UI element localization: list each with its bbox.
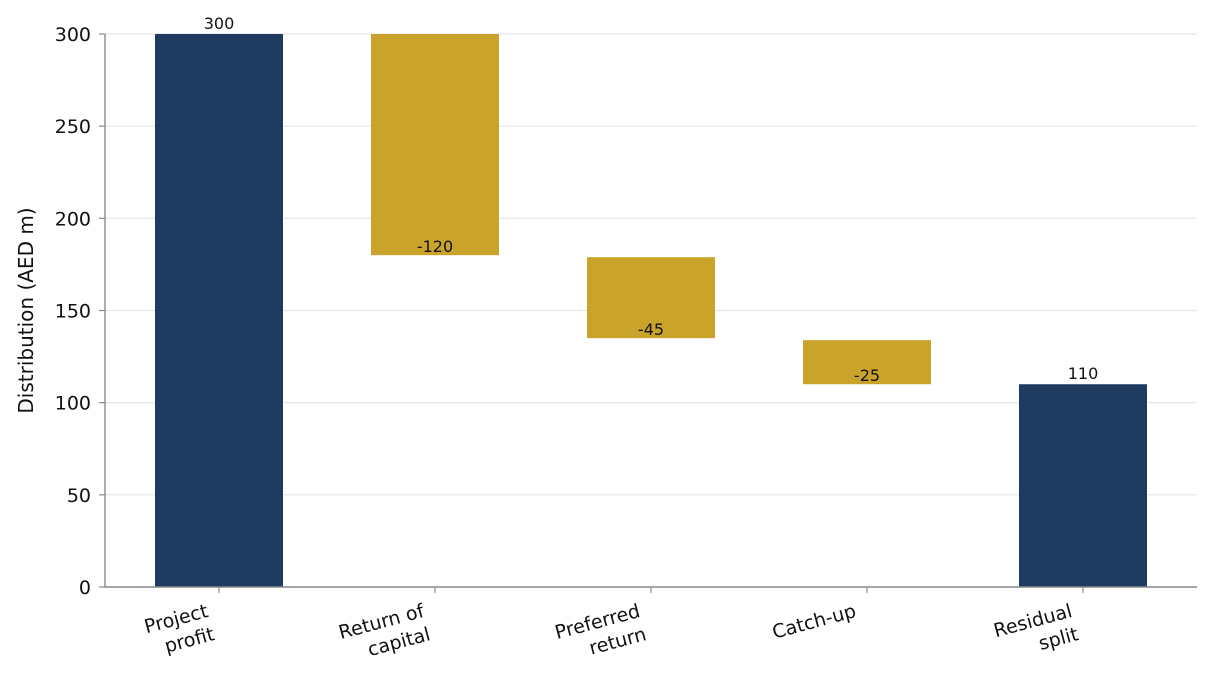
y-tick-label: 250 [55, 116, 91, 138]
data-labels: 300 -120 -45 -25 110 [204, 14, 1099, 385]
y-axis-title: Distribution (AED m) [14, 207, 38, 413]
bar-value-label: 110 [1068, 364, 1099, 383]
x-ticks: Projectprofit Return ofcapital Preferredre… [142, 587, 1084, 667]
delta-bar [587, 257, 715, 339]
x-tick-label-text: Residualsplit [991, 600, 1080, 665]
x-tick-label: Preferredreturn [553, 600, 649, 667]
total-bar [155, 34, 283, 587]
x-tick-label: Return ofcapital [336, 600, 434, 667]
x-tick-label: Residualsplit [991, 600, 1080, 665]
bar-value-label: -45 [638, 320, 664, 339]
bar-value-label: 300 [204, 14, 235, 33]
bar-value-label: -25 [854, 366, 880, 385]
x-tick-label-text: Preferredreturn [553, 600, 649, 667]
x-tick-label-text: Return ofcapital [336, 600, 434, 667]
y-tick-label: 150 [55, 301, 91, 323]
bar-value-label: -120 [417, 237, 453, 256]
x-tick-label-text: Projectprofit [142, 600, 217, 661]
y-tick-label: 300 [55, 24, 91, 46]
total-bar [1019, 384, 1147, 587]
bars [155, 34, 1147, 587]
y-tick-label: 200 [55, 208, 91, 230]
y-tick-label: 50 [67, 485, 91, 507]
delta-bar [371, 34, 499, 256]
y-ticks: 0 50 100 150 200 250 300 [55, 24, 105, 599]
y-tick-label: 100 [55, 393, 91, 415]
delta-bar [803, 340, 931, 385]
x-tick-label-text: Catch-up [770, 600, 859, 643]
y-tick-label: 0 [79, 577, 91, 599]
x-tick-label: Catch-up [770, 600, 859, 643]
x-tick-label-line: Catch-up [770, 600, 859, 643]
x-tick-label: Projectprofit [142, 600, 217, 661]
